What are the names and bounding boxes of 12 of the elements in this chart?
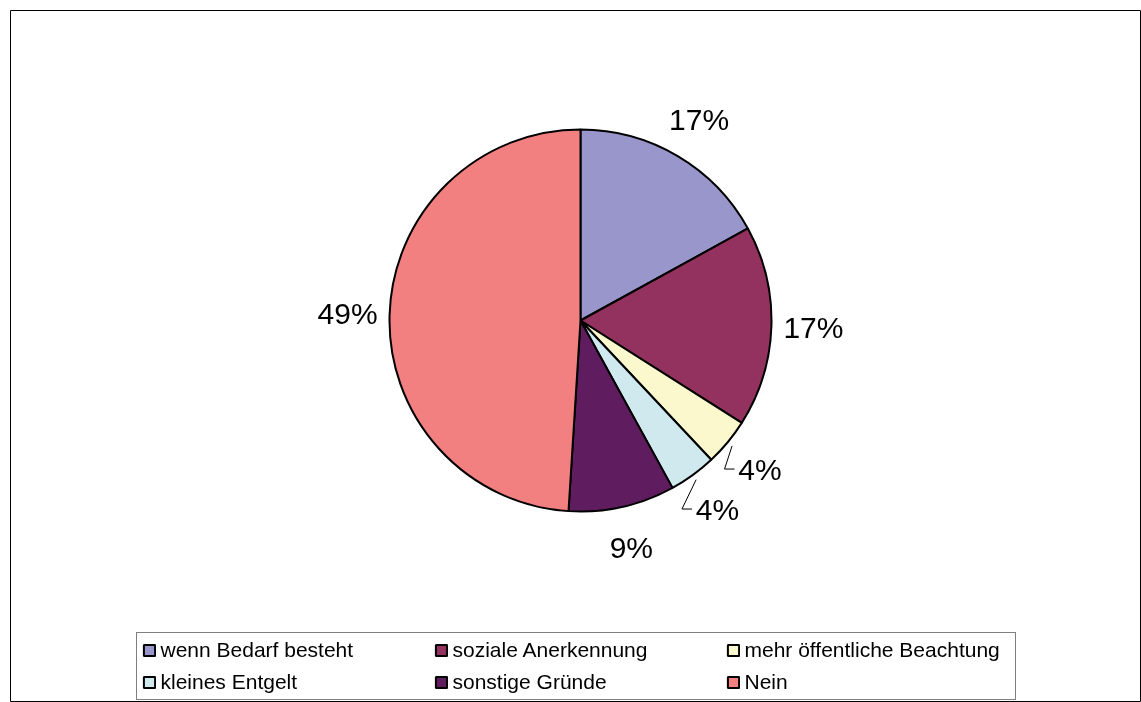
legend-label: soziale Anerkennung xyxy=(452,638,649,662)
data-label: 17% xyxy=(669,103,730,137)
legend-label: kleines Entgelt xyxy=(160,670,299,694)
data-label: 17% xyxy=(783,311,844,345)
data-label: 9% xyxy=(609,531,654,565)
legend-label: Nein xyxy=(744,670,789,694)
legend-label: mehr öffentliche Beachtung xyxy=(744,638,1001,662)
data-label: 49% xyxy=(317,296,378,330)
legend-label: wenn Bedarf besteht xyxy=(160,638,355,662)
legend-label: sonstige Gründe xyxy=(452,670,608,694)
data-label: 4% xyxy=(695,492,740,526)
data-label: 4% xyxy=(738,452,782,486)
